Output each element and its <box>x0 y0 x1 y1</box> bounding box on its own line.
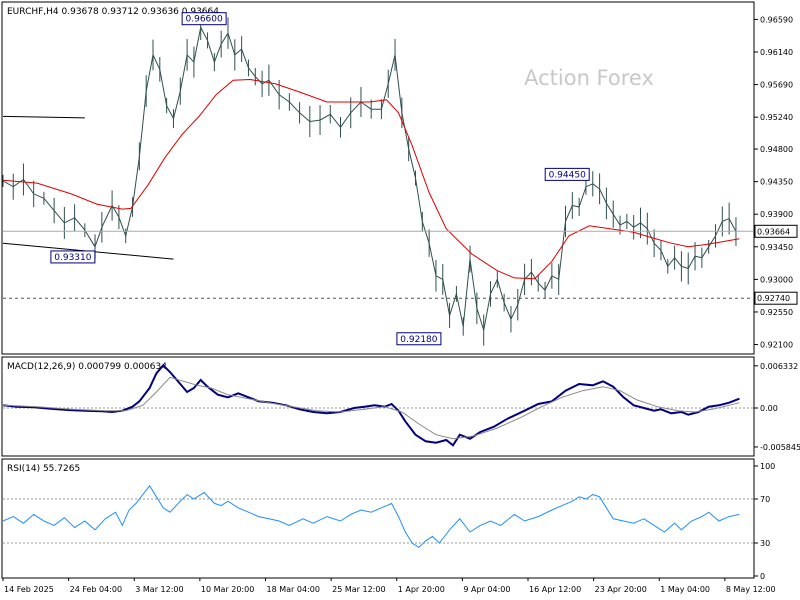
price-axis: 0.96590 0.96140 0.95690 0.95240 0.94800 0.943… <box>754 15 793 350</box>
macd-y-tick-label: 0.006332 <box>760 362 798 371</box>
price-level-label: 0.92740 <box>757 294 790 303</box>
x-tick-label: 18 Mar 04:00 <box>267 585 320 594</box>
price-plot: 0.96600 0.93310 0.92180 0.94450 0.93664 0.927… <box>2 12 798 346</box>
price-level-label: 0.93664 <box>757 227 790 236</box>
rsi-panel-border[interactable] <box>1 458 755 579</box>
time-axis: 14 Feb 2025 24 Feb 04:00 3 Mar 12:00 10 Mar… <box>2 578 776 594</box>
x-tick-label: 10 Mar 20:00 <box>201 585 254 594</box>
price-y-tick-label: 0.96590 <box>760 15 793 24</box>
price-annotation-label: 0.94450 <box>549 170 586 180</box>
price-level-box <box>754 291 798 305</box>
price-y-tick-label: 0.94800 <box>760 145 793 154</box>
x-tick-label: 23 Apr 20:00 <box>595 585 647 594</box>
macd-panel-border[interactable] <box>1 356 755 457</box>
x-tick-label: 14 Feb 2025 <box>4 585 54 594</box>
price-y-tick-label: 0.96140 <box>760 48 793 57</box>
price-y-tick-label: 0.92100 <box>760 341 793 350</box>
rsi-plot <box>2 484 753 549</box>
macd-y-tick-label: -0.005845 <box>760 443 800 452</box>
price-annotation-label: 0.96600 <box>186 15 223 25</box>
x-tick-label: 25 Mar 12:00 <box>332 585 385 594</box>
x-tick-label: 9 Apr 04:00 <box>463 585 510 594</box>
price-annotation-box <box>396 332 442 346</box>
x-tick-label: 16 Apr 12:00 <box>529 585 581 594</box>
rsi-y-tick-label: 0 <box>760 572 765 581</box>
watermark-text: Action Forex <box>524 66 654 90</box>
macd-series-signal <box>2 376 740 440</box>
price-annotation-box <box>544 167 590 181</box>
price-annotation-box <box>181 12 227 26</box>
price-y-tick-label: 0.93900 <box>760 210 793 219</box>
price-title: EURCHF,H4 0.93678 0.93712 0.93636 0.9366… <box>7 7 219 17</box>
price-y-tick-label: 0.93450 <box>760 243 793 252</box>
x-tick-label: 3 Mar 12:00 <box>135 585 183 594</box>
rsi-y-tick-label: 70 <box>760 495 770 504</box>
price-annotation-box <box>50 250 96 264</box>
price-panel-border[interactable] <box>1 1 755 355</box>
price-series-price <box>2 25 737 331</box>
macd-axis: 0.006332 0.00 -0.005845 <box>754 362 800 452</box>
price-level-box <box>754 224 798 238</box>
macd-y-tick-label: 0.00 <box>760 404 778 413</box>
x-tick-label: 1 May 04:00 <box>660 585 710 594</box>
price-y-tick-label: 0.95240 <box>760 113 793 122</box>
rsi-y-tick-label: 30 <box>760 539 770 548</box>
rsi-y-tick-label: 100 <box>760 462 775 471</box>
macd-plot <box>2 363 753 447</box>
price-y-tick-label: 0.94350 <box>760 178 793 187</box>
price-y-tick-label: 0.93000 <box>760 275 793 284</box>
x-tick-label: 8 May 12:00 <box>726 585 776 594</box>
price-y-tick-label: 0.92550 <box>760 308 793 317</box>
rsi-title-text: RSI(14) 55.7265 <box>7 464 80 474</box>
rsi-series-rsi-14- <box>2 484 740 549</box>
price-y-tick-label: 0.95690 <box>760 81 793 90</box>
x-tick-label: 24 Feb 04:00 <box>70 585 122 594</box>
x-tick-label: 1 Apr 20:00 <box>398 585 445 594</box>
price-series-trendline-upper <box>2 115 85 119</box>
price-annotation-label: 0.93310 <box>54 253 91 263</box>
rsi-axis: 100 70 30 0 <box>754 462 775 581</box>
macd-title-text: MACD(12,26,9) 0.000799 0.000634 <box>7 362 167 372</box>
price-annotation-label: 0.92180 <box>400 335 437 345</box>
price-title-text: EURCHF,H4 0.93678 0.93712 0.93636 0.9366… <box>7 7 219 17</box>
